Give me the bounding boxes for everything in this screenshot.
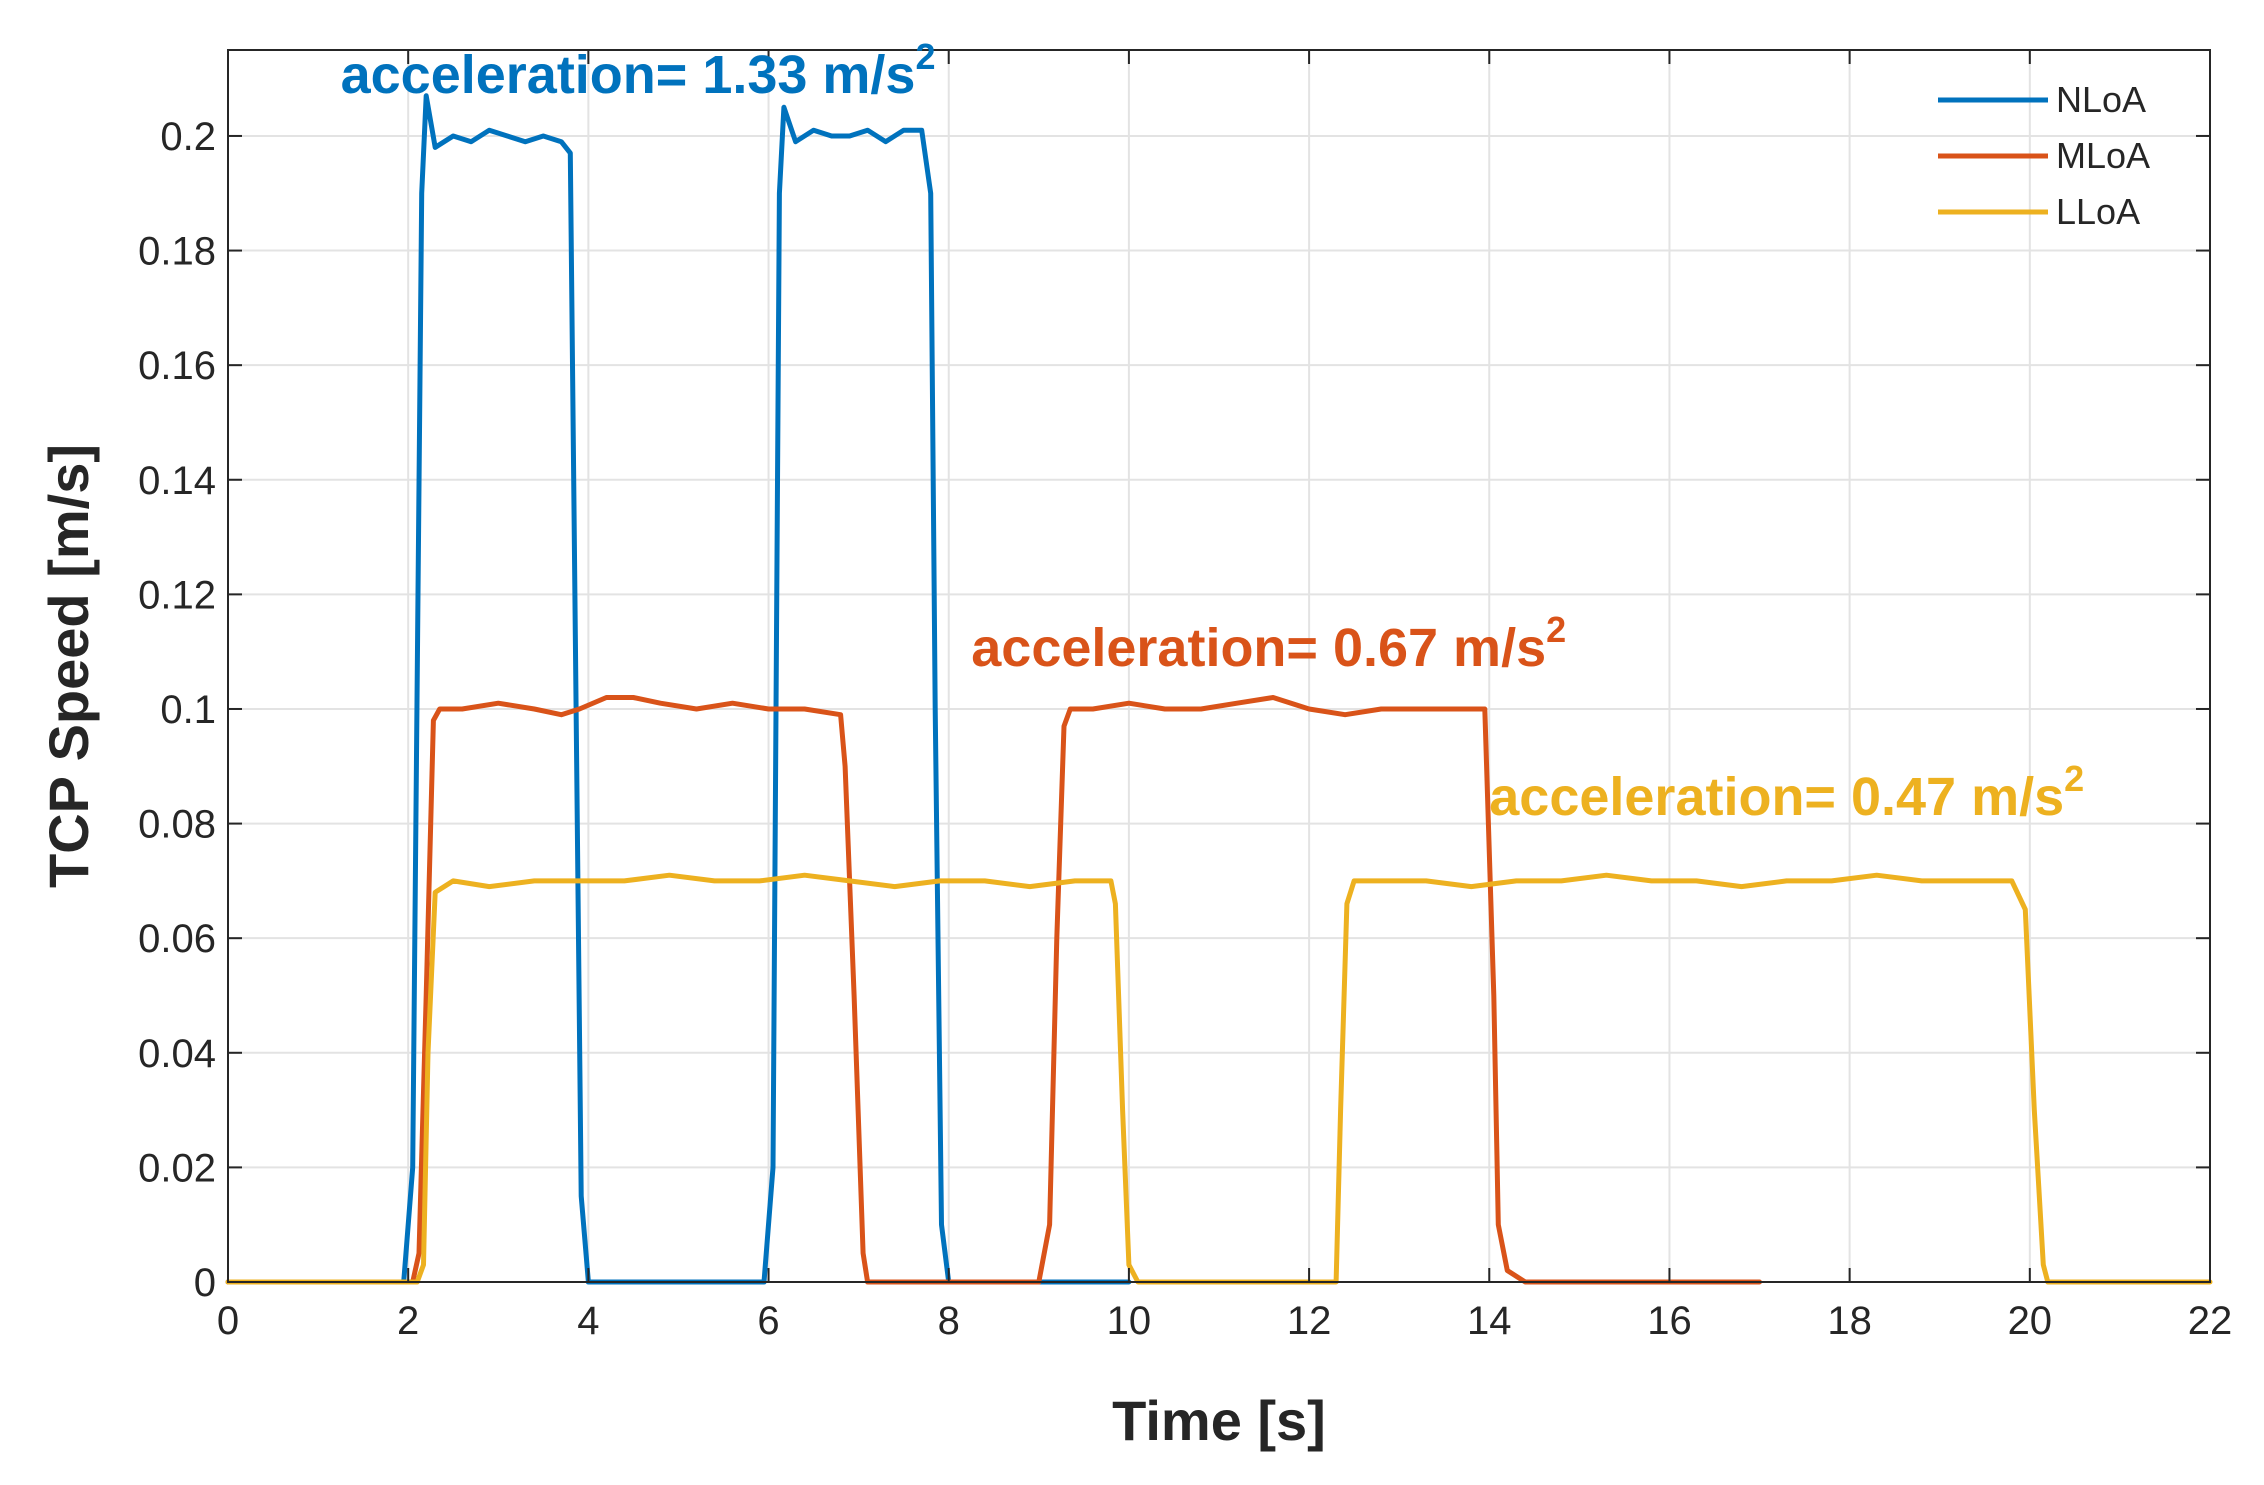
x-tick-label: 8 <box>938 1299 960 1343</box>
annotation-text: acceleration= 1.33 m/s <box>341 45 916 105</box>
y-tick-label: 0.08 <box>138 803 216 847</box>
legend: NLoA MLoA LLoA <box>1938 79 2150 232</box>
y-tick-label: 0.12 <box>138 573 216 617</box>
y-tick-label: 0.06 <box>138 917 216 961</box>
axis-ticks <box>227 50 2211 1283</box>
x-axis-label: Time [s] <box>1112 1389 1326 1452</box>
y-tick-label: 0.02 <box>138 1146 216 1190</box>
x-tick-label: 0 <box>217 1299 239 1343</box>
legend-label-mloa: MLoA <box>2056 135 2150 176</box>
x-tick-label: 10 <box>1107 1299 1152 1343</box>
x-tick-label: 22 <box>2188 1299 2233 1343</box>
x-tick-label: 12 <box>1287 1299 1332 1343</box>
annotation-3: acceleration= 0.47 m/s2 <box>1489 758 2084 827</box>
annotation-2: acceleration= 0.67 m/s2 <box>971 609 1566 678</box>
x-tick-label: 4 <box>577 1299 599 1343</box>
y-tick-label: 0.04 <box>138 1032 216 1076</box>
y-tick-label: 0.14 <box>138 459 216 503</box>
x-tick-labels: 0 2 4 6 8 10 12 14 16 18 20 22 <box>217 1299 2232 1343</box>
x-tick-label: 20 <box>2008 1299 2053 1343</box>
y-tick-label: 0.2 <box>160 115 216 159</box>
legend-label-nloa: NLoA <box>2056 79 2146 120</box>
y-tick-label: 0.18 <box>138 230 216 274</box>
y-tick-label: 0.16 <box>138 344 216 388</box>
y-tick-label: 0.1 <box>160 688 216 732</box>
x-tick-label: 18 <box>1827 1299 1872 1343</box>
annotation-superscript: 2 <box>915 36 935 77</box>
y-axis-label: TCP Speed [m/s] <box>37 444 100 888</box>
annotation-superscript: 2 <box>1546 609 1566 650</box>
annotation-text: acceleration= 0.47 m/s <box>1489 767 2064 827</box>
y-tick-labels: 0 0.02 0.04 0.06 0.08 0.1 0.12 0.14 0.16 0.18 0.2 <box>138 115 216 1305</box>
annotation-superscript: 2 <box>2064 758 2084 799</box>
x-tick-label: 16 <box>1647 1299 1692 1343</box>
x-tick-label: 14 <box>1467 1299 1512 1343</box>
annotation-text: acceleration= 0.67 m/s <box>971 618 1546 678</box>
x-tick-label: 2 <box>397 1299 419 1343</box>
annotation-1: acceleration= 1.33 m/s2 <box>341 36 936 105</box>
plot-frame <box>227 49 2211 1283</box>
x-tick-label: 6 <box>757 1299 779 1343</box>
legend-label-lloa: LLoA <box>2056 191 2140 232</box>
y-tick-label: 0 <box>194 1261 216 1305</box>
